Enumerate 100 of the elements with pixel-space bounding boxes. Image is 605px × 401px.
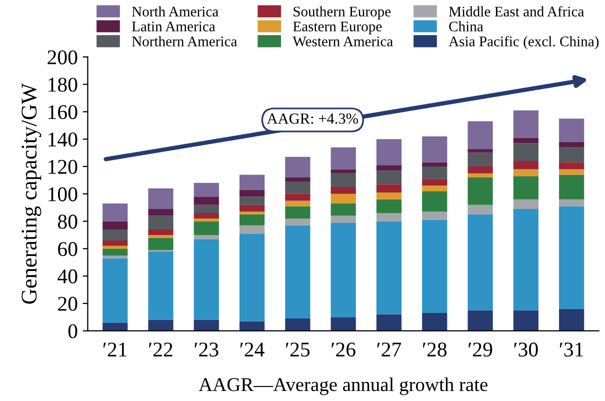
bar xyxy=(102,256,128,258)
bar xyxy=(285,206,310,219)
y-tick-label: 180 xyxy=(48,78,78,92)
bar xyxy=(102,229,128,240)
bar xyxy=(422,212,448,220)
bar xyxy=(194,221,219,235)
x-tick-label: ′22 xyxy=(149,342,172,356)
y-tick-label: 200 xyxy=(48,50,78,64)
bar xyxy=(468,152,493,166)
bar xyxy=(468,148,493,153)
x-tick-label: ′25 xyxy=(286,342,310,357)
bar xyxy=(148,216,174,230)
bar xyxy=(376,184,402,193)
bar xyxy=(422,220,448,314)
bar xyxy=(239,234,265,322)
x-tick-label: ′29 xyxy=(468,342,492,357)
bar xyxy=(239,212,265,214)
y-tick-label: 160 xyxy=(48,105,78,120)
bar xyxy=(468,177,493,205)
bar xyxy=(239,174,265,190)
bar xyxy=(285,225,310,318)
bar xyxy=(239,225,265,234)
bar xyxy=(559,308,584,331)
bar xyxy=(102,203,128,222)
y-tick-label: 100 xyxy=(48,187,78,202)
bar xyxy=(239,190,265,197)
bar xyxy=(559,142,584,148)
bar xyxy=(102,246,128,249)
bar xyxy=(422,313,448,331)
bar xyxy=(468,121,493,149)
x-tick-label: ′24 xyxy=(240,342,264,356)
bar xyxy=(376,213,402,222)
x-tick-label: ′31 xyxy=(560,342,584,357)
bar xyxy=(285,177,310,182)
bar xyxy=(194,182,219,197)
bar xyxy=(513,169,538,176)
bar xyxy=(559,174,584,200)
y-tick-label: 0 xyxy=(68,324,78,338)
bar xyxy=(194,213,219,219)
y-tick-label: 20 xyxy=(58,296,78,311)
bar xyxy=(376,192,402,200)
bar xyxy=(102,258,128,323)
bar xyxy=(330,187,356,194)
x-tick-label: ′28 xyxy=(422,342,447,357)
bar xyxy=(148,234,174,238)
bar xyxy=(239,204,265,212)
x-tick-label: ′27 xyxy=(377,342,402,356)
bar xyxy=(285,318,310,331)
bar xyxy=(559,118,584,142)
legend-label: Asia Pacific (excl. China) xyxy=(448,36,599,50)
bar xyxy=(194,196,219,205)
legend-label: North America xyxy=(132,6,218,17)
x-tick-label: ′30 xyxy=(514,342,538,357)
bar xyxy=(422,166,448,179)
bar xyxy=(468,166,493,174)
bar xyxy=(376,199,402,214)
bar xyxy=(422,178,448,186)
legend-label: Western America xyxy=(292,36,393,46)
bar xyxy=(285,200,310,206)
legend-label: Northern America xyxy=(132,36,238,46)
bar xyxy=(148,251,174,320)
bar xyxy=(330,216,356,223)
bar xyxy=(513,199,538,209)
bar xyxy=(468,204,493,214)
bar xyxy=(376,221,402,314)
bar xyxy=(330,169,356,174)
bar xyxy=(422,136,448,162)
legend-label: Eastern Europe xyxy=(293,22,382,34)
bar xyxy=(148,188,174,209)
bar xyxy=(102,221,128,230)
bar xyxy=(513,138,538,144)
bar xyxy=(513,310,538,331)
bar xyxy=(102,248,128,256)
bar xyxy=(422,191,448,212)
y-tick-label: 80 xyxy=(58,214,78,229)
bar xyxy=(513,176,538,200)
bar xyxy=(194,204,219,214)
bar xyxy=(194,234,219,240)
bar xyxy=(559,206,584,309)
legend-label: Latin America xyxy=(132,22,216,32)
bar xyxy=(194,218,219,222)
bar xyxy=(285,218,310,226)
bar xyxy=(239,214,265,226)
y-tick-label: 140 xyxy=(48,132,78,147)
bar xyxy=(468,173,493,178)
y-tick-label: 40 xyxy=(58,269,78,284)
bar xyxy=(513,208,538,310)
annotation: AAGR: +4.3% xyxy=(266,113,358,124)
bar xyxy=(148,229,174,235)
bar xyxy=(285,182,310,194)
bar xyxy=(513,143,538,162)
legend-label: Southern Europe xyxy=(294,6,391,20)
bar xyxy=(376,139,402,166)
x-tick-label: ′21 xyxy=(103,342,127,356)
y-tick-label: 60 xyxy=(58,242,78,256)
bar xyxy=(102,240,128,246)
bar xyxy=(148,320,174,331)
bar xyxy=(422,186,448,192)
bar xyxy=(330,317,356,331)
bar xyxy=(376,165,402,171)
